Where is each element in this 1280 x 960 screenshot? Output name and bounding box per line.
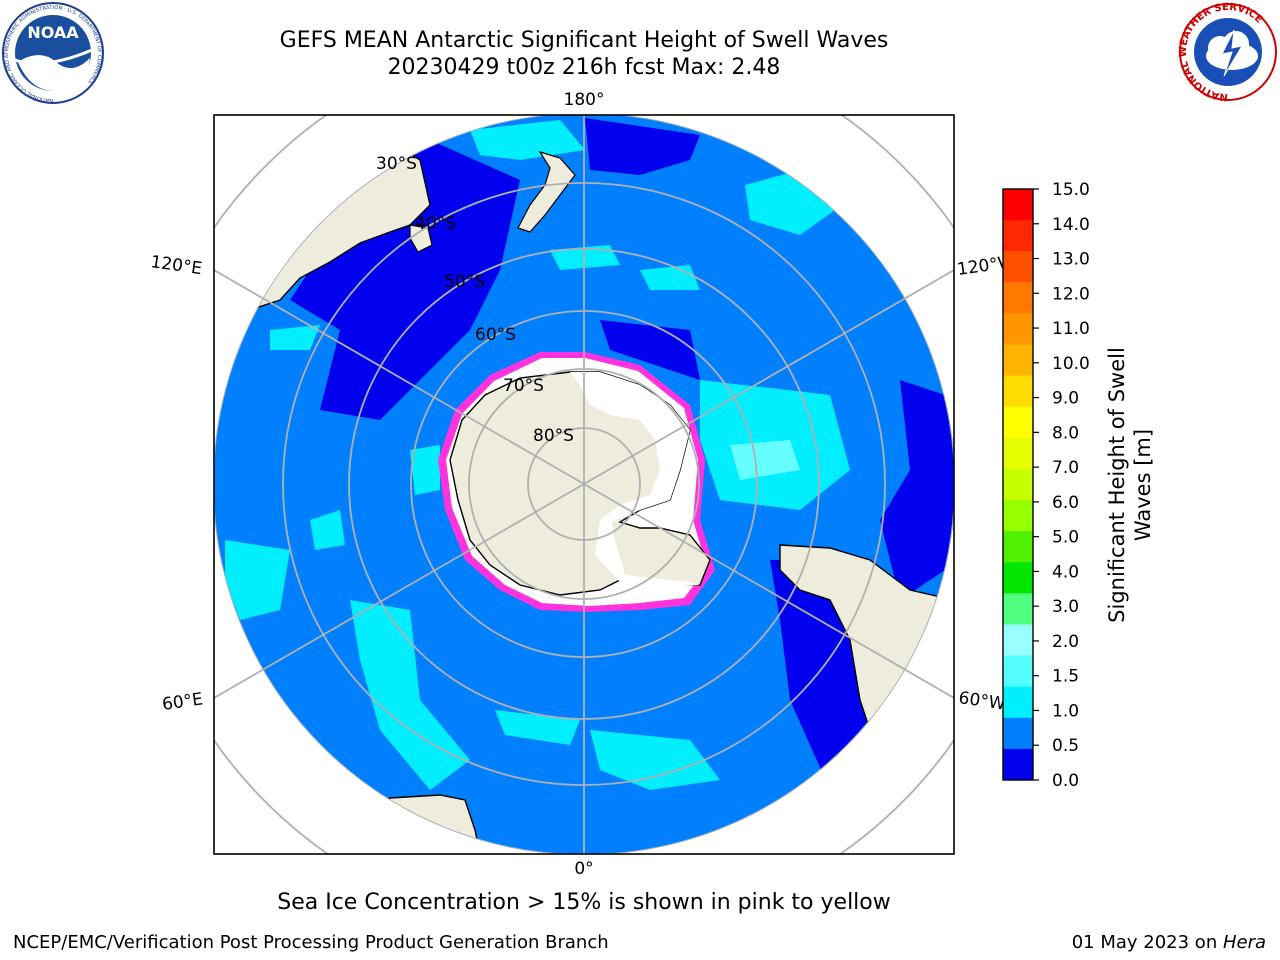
noaa-logo: NOAA NATIONAL OCEANIC AND ATMOSPHERIC AD…	[2, 2, 104, 104]
lon-label-0: 0°	[574, 859, 593, 879]
lat-label-30s: 30°S	[376, 154, 417, 174]
colorbar-label-line2: Waves [m]	[1131, 429, 1155, 541]
colorbar-segment	[1003, 562, 1033, 594]
footer-host: Hera	[1222, 932, 1266, 953]
colorbar-tick-label: 1.5	[1052, 667, 1079, 687]
colorbar-segments	[1003, 189, 1033, 781]
colorbar-tick-label: 13.0	[1052, 250, 1090, 270]
colorbar-tick-label: 0.5	[1052, 736, 1079, 756]
colorbar-tick-label: 12.0	[1052, 284, 1090, 304]
colorbar-segment	[1003, 220, 1033, 252]
lon-label-180: 180°	[564, 90, 605, 110]
chart-subtitle: 20230429 t00z 216h fcst Max: 2.48	[387, 55, 781, 80]
colorbar-tick-label: 6.0	[1052, 493, 1079, 513]
colorbar-segment	[1003, 531, 1033, 563]
chart-title: GEFS MEAN Antarctic Significant Height o…	[279, 28, 889, 53]
map-frame	[213, 114, 955, 855]
lat-label-60s: 60°S	[475, 325, 516, 345]
lat-label-40s: 40°S	[415, 214, 456, 234]
colorbar-segment	[1003, 717, 1033, 750]
colorbar-segment	[1003, 189, 1033, 221]
colorbar-segment	[1003, 468, 1033, 501]
colorbar-segment	[1003, 375, 1033, 408]
colorbar-tick-label: 3.0	[1052, 597, 1079, 617]
colorbar-tick-label: 8.0	[1052, 423, 1079, 443]
new-zealand-landmass	[517, 150, 576, 233]
sea-ice-note: Sea Ice Concentration > 15% is shown in …	[277, 890, 891, 915]
colorbar-tick-label: 5.0	[1052, 528, 1079, 548]
longitude-lines	[214, 115, 954, 854]
colorbar-segment	[1003, 344, 1033, 377]
colorbar-segment	[1003, 313, 1033, 346]
colorbar-tick-label: 11.0	[1052, 319, 1090, 339]
colorbar-label-line1: Significant Height of Swell	[1105, 347, 1129, 623]
footer-date-text: 01 May 2023 on	[1071, 932, 1223, 953]
nws-logo: NATIONAL WEATHER SERVICE	[1178, 2, 1277, 102]
colorbar-frame	[1002, 188, 1034, 781]
colorbar-tick-label: 2.0	[1052, 632, 1079, 652]
colorbar-tick-label: 9.0	[1052, 389, 1079, 409]
colorbar-tick-label: 14.0	[1052, 215, 1090, 235]
colorbar-tick-label: 10.0	[1052, 354, 1090, 374]
colorbar-tick-label: 15.0	[1052, 180, 1090, 200]
colorbar-tick-label: 1.0	[1052, 701, 1079, 721]
colorbar-tick-label: 7.0	[1052, 458, 1079, 478]
colorbar-segment	[1003, 655, 1033, 688]
colorbar-segment	[1003, 437, 1033, 470]
colorbar-segment	[1003, 593, 1033, 625]
colorbar-segment	[1003, 251, 1033, 283]
colorbar-tick-label: 0.0	[1052, 771, 1079, 791]
colorbar-tick-label: 4.0	[1052, 562, 1079, 582]
noaa-logo-text: NOAA	[27, 23, 79, 42]
colorbar-segment	[1003, 406, 1033, 439]
colorbar-segment	[1003, 500, 1033, 532]
footer-date: 01 May 2023 on Hera	[1072, 932, 1266, 953]
colorbar-segment	[1003, 686, 1033, 719]
colorbar-segment	[1003, 748, 1033, 781]
footer-credit: NCEP/EMC/Verification Post Processing Pr…	[13, 932, 609, 953]
lat-label-80s: 80°S	[533, 426, 574, 446]
lat-label-70s: 70°S	[503, 376, 544, 396]
lat-label-50s: 50°S	[444, 272, 485, 292]
colorbar-segment	[1003, 282, 1033, 314]
colorbar-segment	[1003, 624, 1033, 657]
